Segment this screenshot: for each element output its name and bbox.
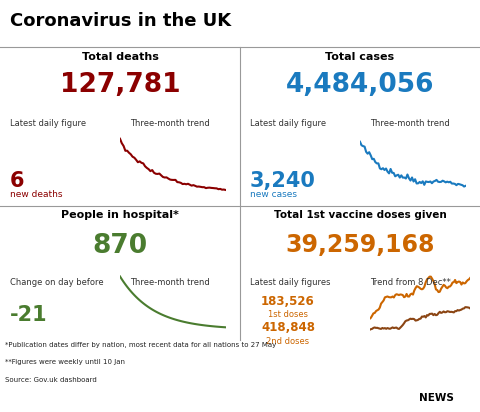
Text: 2nd doses: 2nd doses xyxy=(266,337,310,346)
Text: 418,848: 418,848 xyxy=(261,321,315,335)
Text: 4,484,056: 4,484,056 xyxy=(286,72,434,98)
Text: 39,259,168: 39,259,168 xyxy=(285,233,435,257)
Text: 1st doses: 1st doses xyxy=(268,310,308,319)
Text: Trend from 8 Dec**: Trend from 8 Dec** xyxy=(370,278,450,287)
Text: -21: -21 xyxy=(10,305,47,325)
Text: *Publication dates differ by nation, most recent data for all nations to 27 May: *Publication dates differ by nation, mos… xyxy=(5,342,276,348)
Text: People in hospital*: People in hospital* xyxy=(61,210,179,220)
Text: 3,240: 3,240 xyxy=(250,171,315,191)
Text: 183,526: 183,526 xyxy=(261,295,315,308)
Text: new deaths: new deaths xyxy=(10,190,62,199)
Text: Three-month trend: Three-month trend xyxy=(130,119,209,129)
Text: Total 1st vaccine doses given: Total 1st vaccine doses given xyxy=(274,210,446,220)
Text: **Figures were weekly until 10 Jan: **Figures were weekly until 10 Jan xyxy=(5,359,125,365)
Text: 870: 870 xyxy=(93,233,147,259)
Text: Latest daily figures: Latest daily figures xyxy=(250,278,330,287)
Text: new cases: new cases xyxy=(250,190,297,199)
Text: Total cases: Total cases xyxy=(325,52,395,61)
Text: Latest daily figure: Latest daily figure xyxy=(250,119,326,129)
Text: Coronavirus in the UK: Coronavirus in the UK xyxy=(10,12,231,30)
Text: 127,781: 127,781 xyxy=(60,72,180,98)
Text: Total deaths: Total deaths xyxy=(82,52,158,61)
Text: Latest daily figure: Latest daily figure xyxy=(10,119,86,129)
Text: BBC: BBC xyxy=(383,392,407,402)
Text: Change on day before: Change on day before xyxy=(10,278,103,287)
Text: Source: Gov.uk dashboard: Source: Gov.uk dashboard xyxy=(5,377,96,383)
Text: Three-month trend: Three-month trend xyxy=(370,119,449,129)
Text: Three-month trend: Three-month trend xyxy=(130,278,209,287)
Text: 6: 6 xyxy=(10,171,24,191)
Text: NEWS: NEWS xyxy=(419,393,454,403)
